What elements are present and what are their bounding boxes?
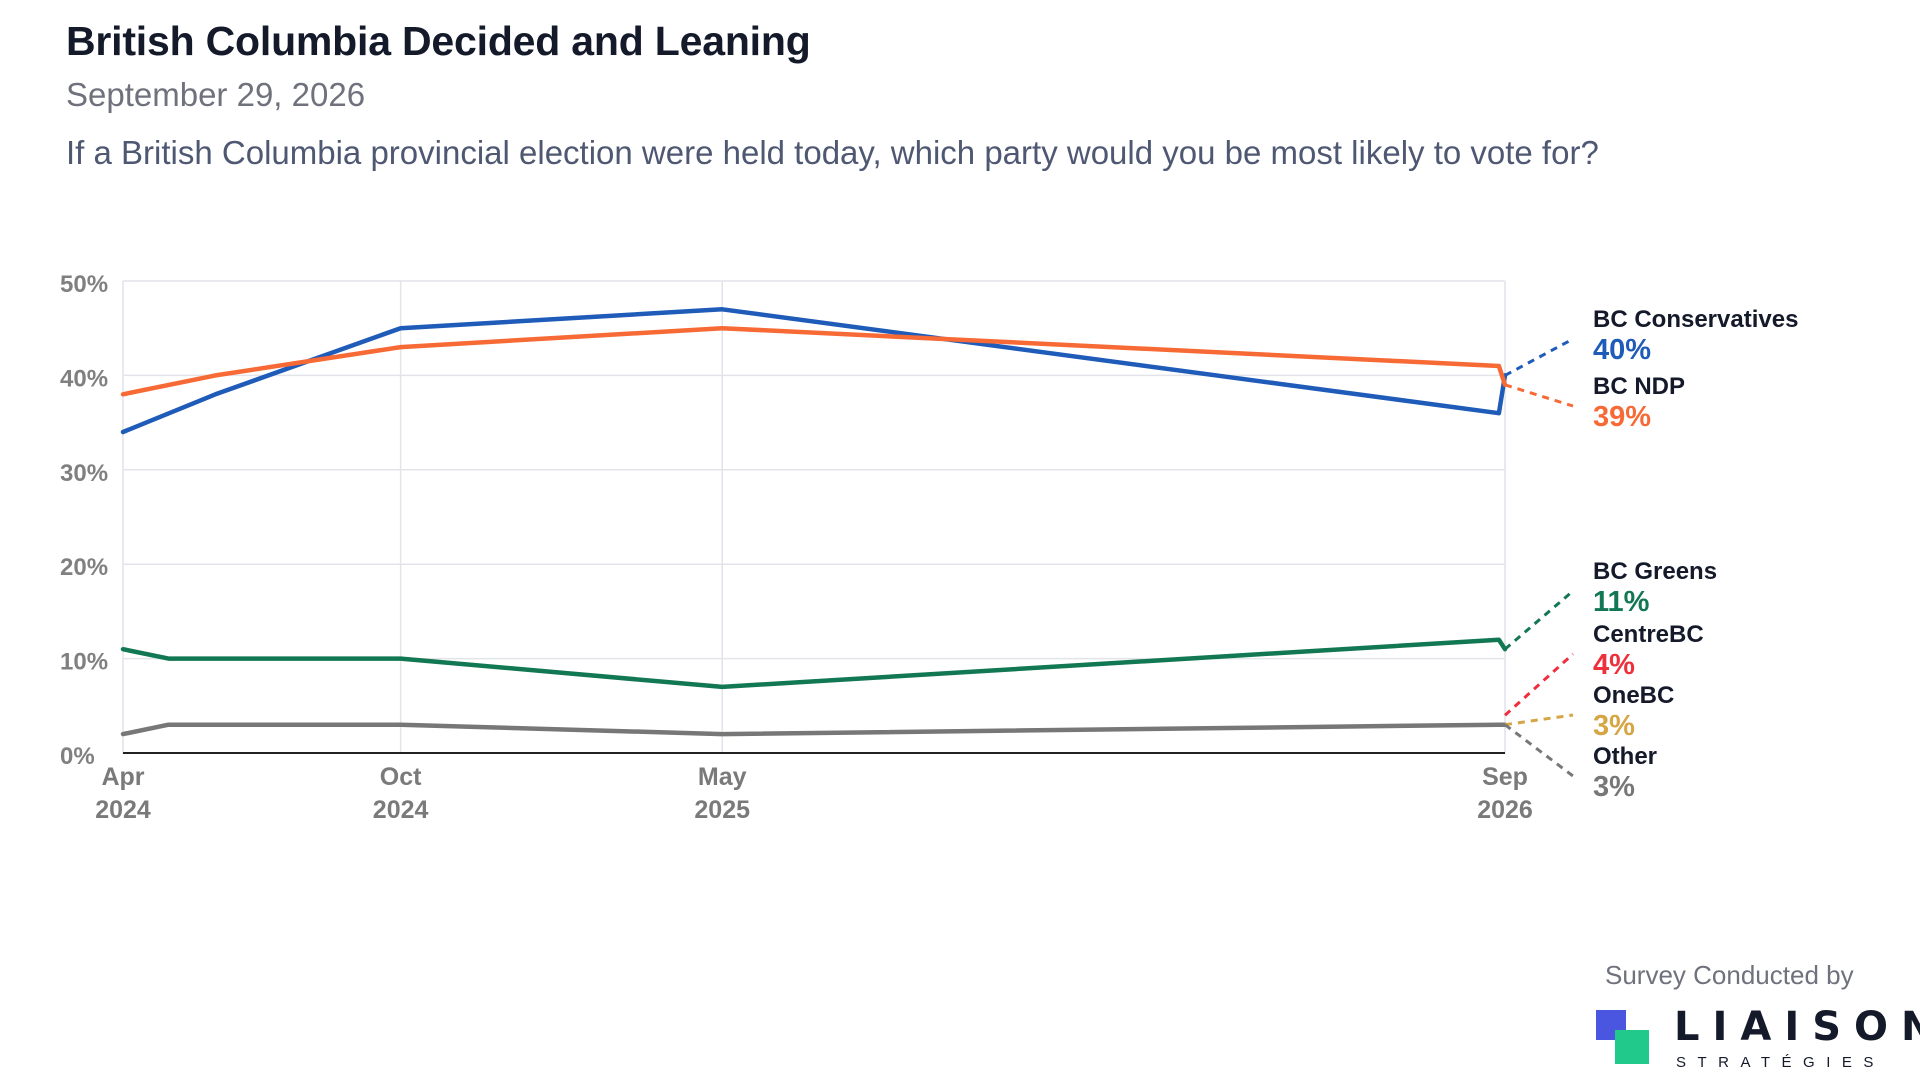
y-tick-label: 30% — [60, 460, 108, 487]
x-tick-label: 2024 — [95, 796, 151, 824]
y-tick-label: 40% — [60, 365, 108, 392]
x-tick-label: May — [698, 763, 747, 791]
leader-line — [1504, 383, 1574, 408]
leader-line — [1504, 337, 1574, 377]
chart-date: September 29, 2026 — [66, 76, 366, 113]
series-value-label: 3% — [1593, 771, 1635, 803]
series-name-label: OneBC — [1593, 682, 1674, 709]
series-name-label: BC Conservatives — [1593, 306, 1798, 333]
x-tick-label: 2024 — [373, 796, 429, 824]
series-value-label: 3% — [1593, 710, 1635, 742]
series-value-label: 11% — [1593, 586, 1650, 618]
series-lines — [120, 307, 1508, 737]
x-tick-label: 2025 — [694, 796, 750, 824]
survey-question: If a British Columbia provincial electio… — [66, 134, 1599, 171]
series-name-label: BC NDP — [1593, 373, 1685, 400]
series-value-label: 40% — [1593, 334, 1651, 366]
line-chart: 0% 10% 20% 30% 40% 50% Apr 2024 Oct 2024 May 2025 Se… — [60, 271, 1798, 824]
logo-wordmark: LIAISON — [1674, 1004, 1920, 1050]
x-tick-label: Apr — [101, 763, 144, 791]
y-tick-label: 50% — [60, 271, 108, 298]
survey-credit: Survey Conducted by — [1605, 960, 1854, 990]
y-tick-label: 0% — [60, 743, 95, 770]
liaison-logo: LIAISON STRATÉGIES — [1596, 1004, 1920, 1072]
series-value-label: 39% — [1593, 401, 1651, 433]
logo-subtitle: STRATÉGIES — [1676, 1054, 1885, 1071]
series-line-bc-greens — [120, 637, 1508, 690]
x-tick-label: 2026 — [1477, 796, 1533, 824]
leader-line — [1503, 652, 1575, 717]
axis-tick-labels: 0% 10% 20% 30% 40% 50% Apr 2024 Oct 2024 May 2025 Se… — [60, 271, 1533, 824]
leader-line — [1504, 713, 1574, 727]
leader-line — [1504, 589, 1574, 651]
series-line-other — [120, 722, 1508, 737]
grid-lines — [122, 280, 1506, 754]
leader-line — [1504, 723, 1574, 778]
x-tick-label: Oct — [380, 763, 422, 791]
series-line-bc-ndp — [120, 325, 1508, 397]
series-name-label: CentreBC — [1593, 621, 1704, 648]
chart-title: British Columbia Decided and Leaning — [66, 18, 811, 64]
logo-mark-icon — [1596, 1010, 1649, 1064]
series-line-bc-conservatives — [120, 307, 1508, 435]
series-value-label: 4% — [1593, 649, 1635, 681]
y-tick-label: 10% — [60, 649, 108, 676]
series-name-label: Other — [1593, 743, 1657, 770]
series-name-label: BC Greens — [1593, 558, 1717, 585]
label-leader-lines — [1503, 337, 1575, 778]
y-tick-label: 20% — [60, 554, 108, 581]
x-tick-label: Sep — [1482, 763, 1528, 791]
